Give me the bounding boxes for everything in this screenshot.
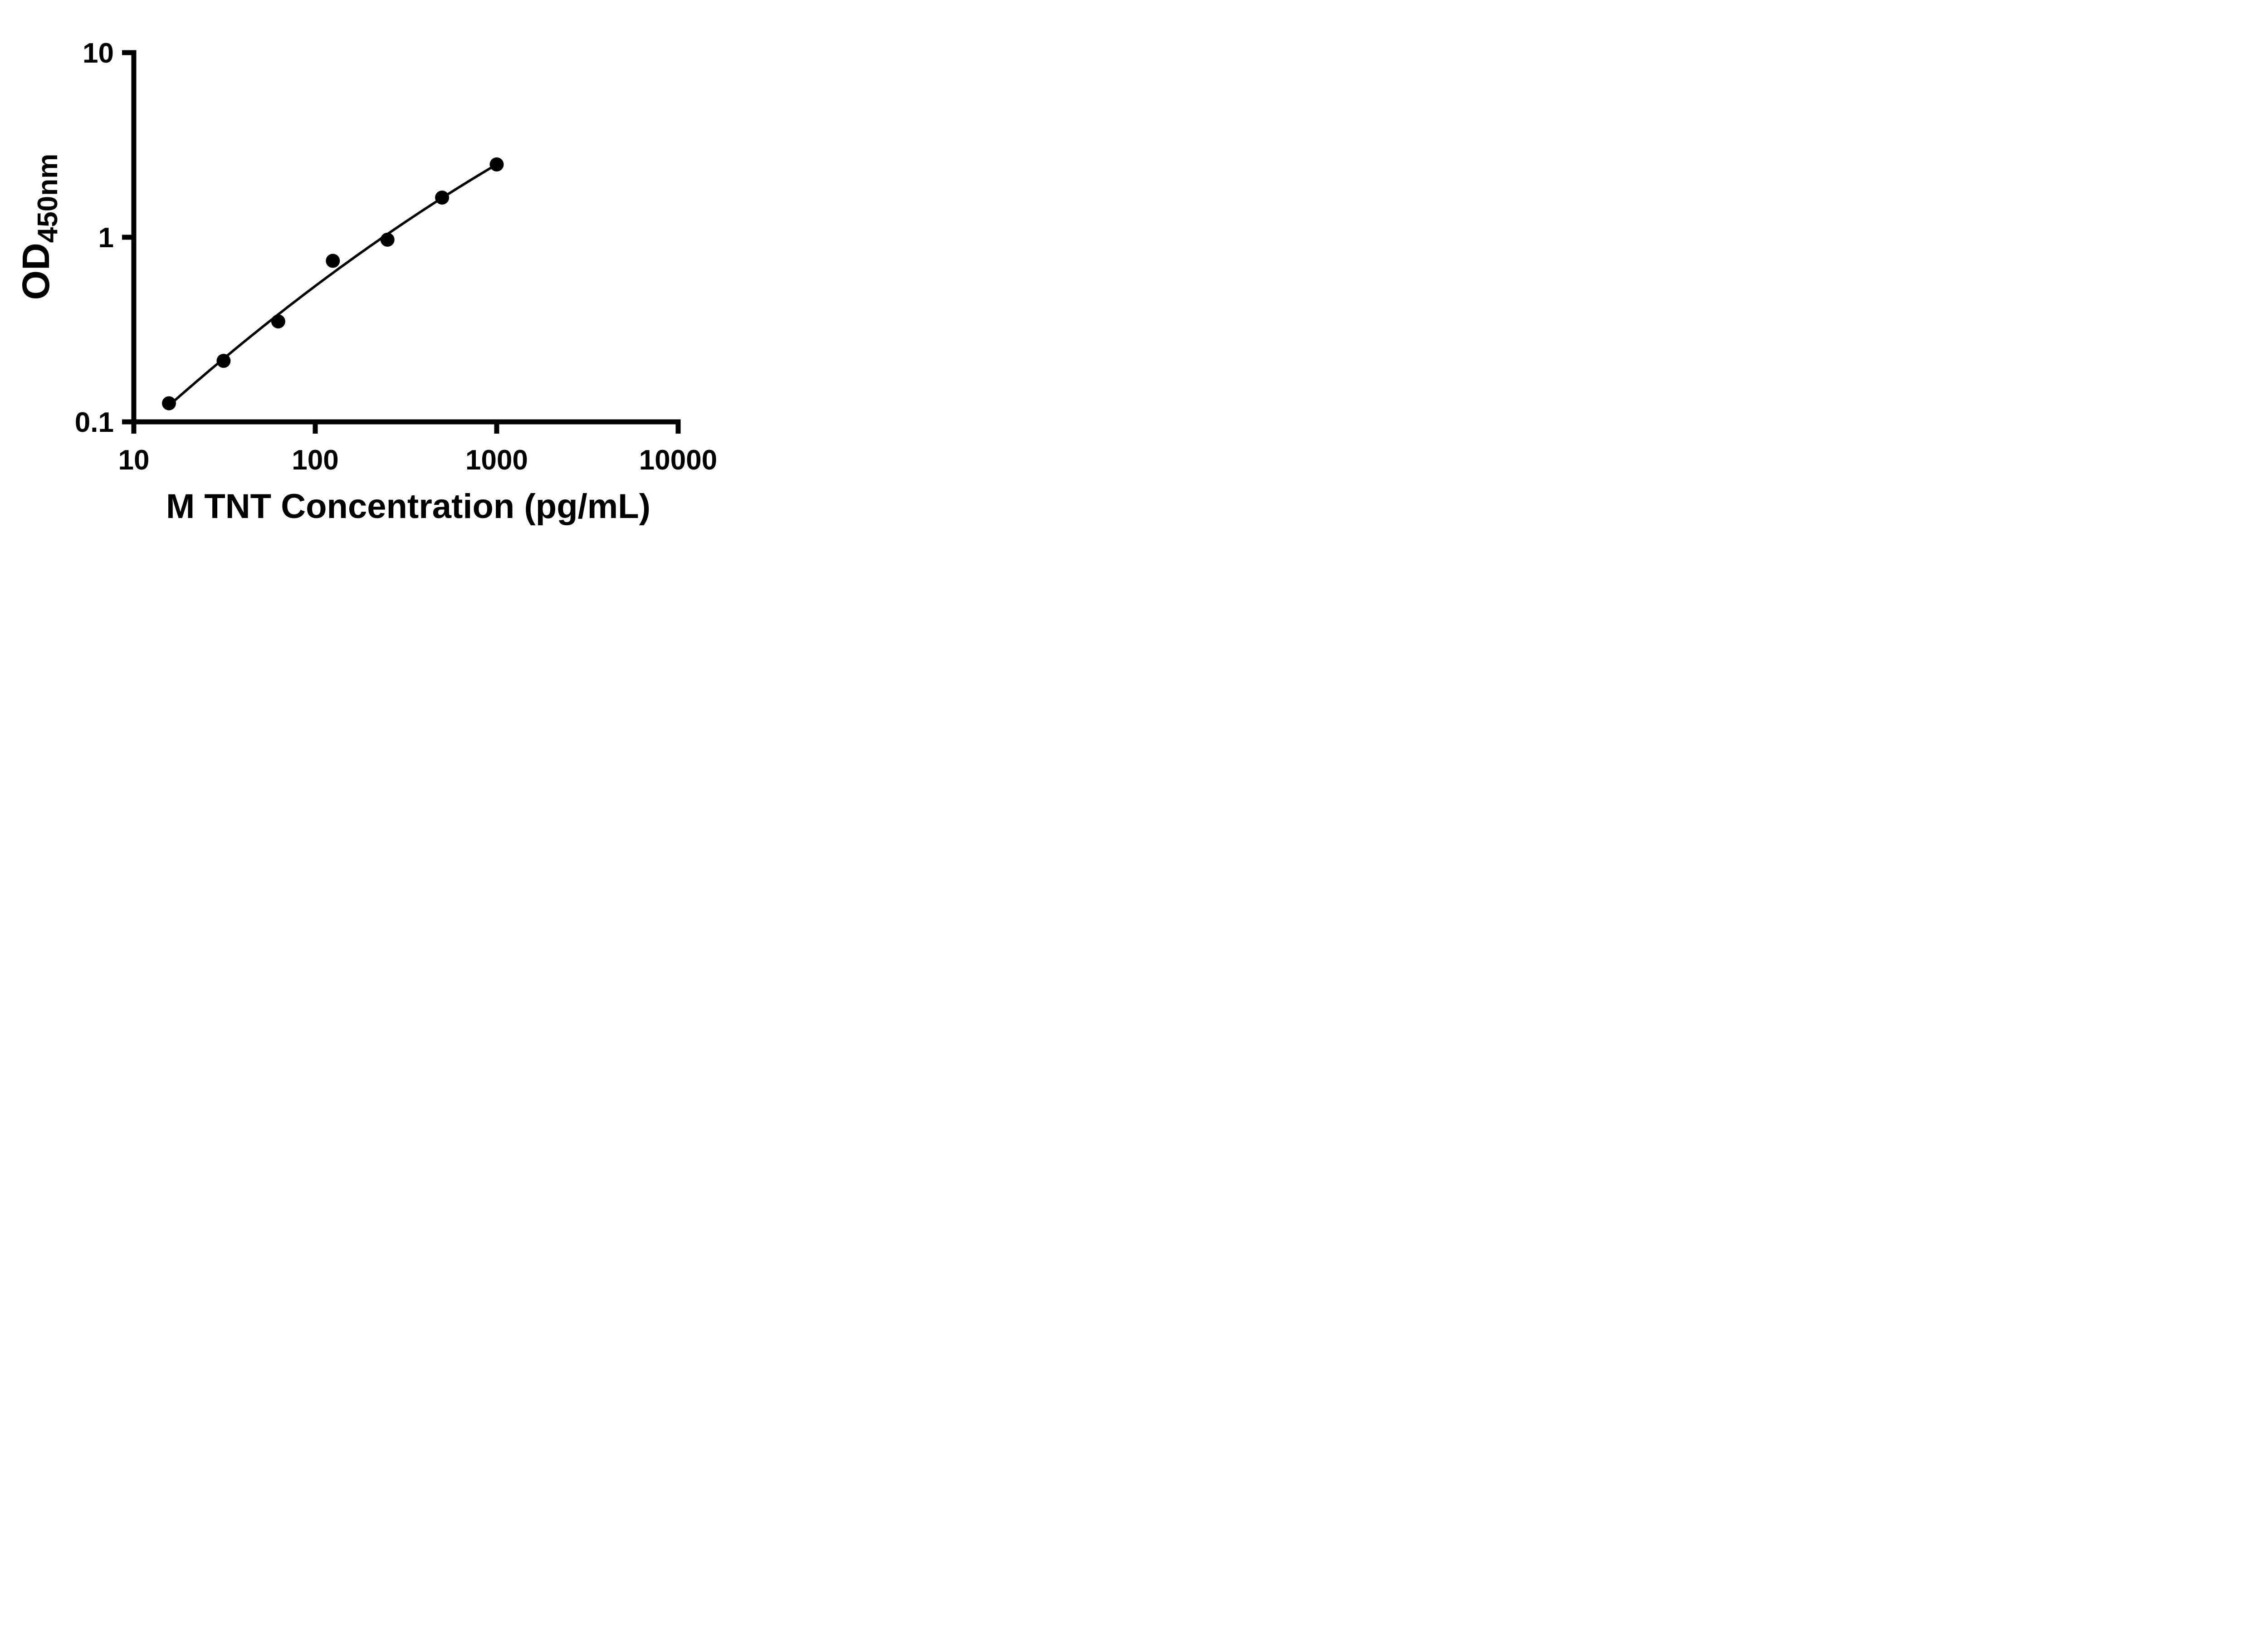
y-axis-tick-label: 10: [83, 38, 114, 69]
y-axis-title-subscript: 450nm: [32, 154, 64, 243]
data-point-marker: [162, 396, 176, 411]
y-axis-title: OD450nm: [15, 154, 64, 300]
axes-layer: 10 100 1000 10000 0.1 1 10: [75, 38, 717, 476]
y-axis-tick-label: 1: [98, 222, 114, 254]
x-axis-tick-label: 10000: [639, 445, 717, 476]
x-axis-title: M TNT Concentration (pg/mL): [166, 487, 650, 526]
data-point-marker: [216, 354, 231, 368]
data-points-layer: [162, 157, 504, 411]
x-axis-tick-label: 1000: [465, 445, 528, 476]
data-point-marker: [489, 157, 504, 171]
chart-canvas: 10 100 1000 10000 0.1 1 10 M TNT Concentration…: [15, 38, 717, 526]
y-axis-tick-label: 0.1: [75, 407, 114, 438]
elisa-standard-curve-figure: 10 100 1000 10000 0.1 1 10 M TNT Concentration…: [0, 0, 761, 544]
y-axis-title-main: OD: [15, 243, 57, 300]
x-axis-tick-label: 100: [292, 445, 338, 476]
data-point-marker: [271, 314, 285, 329]
data-point-marker: [326, 254, 340, 268]
data-point-marker: [380, 232, 395, 247]
x-axis-tick-label: 10: [118, 445, 150, 476]
data-point-marker: [435, 191, 450, 205]
